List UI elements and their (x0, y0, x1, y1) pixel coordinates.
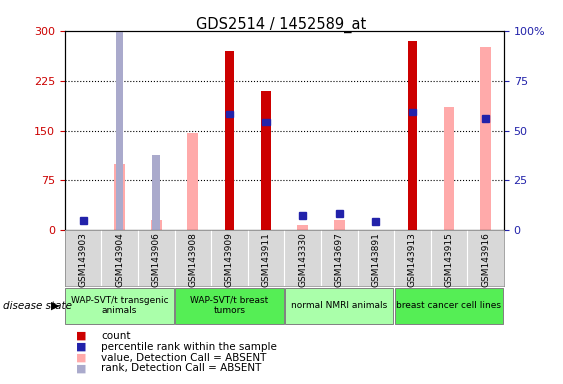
Bar (334, 220, 345, 230)
Text: GSM143908: GSM143908 (189, 232, 197, 287)
Text: GSM143904: GSM143904 (115, 232, 124, 287)
Text: ▶: ▶ (51, 301, 60, 311)
Text: GSM143913: GSM143913 (408, 232, 417, 287)
Text: count: count (101, 331, 131, 341)
FancyBboxPatch shape (285, 288, 394, 324)
Bar (372, 218, 379, 225)
Text: GDS2514 / 1452589_at: GDS2514 / 1452589_at (196, 17, 367, 33)
Bar (409, 109, 416, 115)
FancyBboxPatch shape (175, 288, 284, 324)
Text: GSM143911: GSM143911 (262, 232, 270, 287)
Bar (79, 217, 87, 224)
Text: WAP-SVT/t transgenic
animals: WAP-SVT/t transgenic animals (71, 296, 168, 315)
Text: ■: ■ (76, 363, 87, 373)
Text: GSM143915: GSM143915 (445, 232, 453, 287)
Bar (153, 154, 160, 230)
Bar (226, 111, 233, 117)
Bar (299, 212, 306, 219)
Text: disease state: disease state (3, 301, 72, 311)
Bar (336, 210, 343, 217)
Text: GSM143891: GSM143891 (372, 232, 380, 287)
Bar (151, 220, 162, 230)
Bar (480, 47, 491, 230)
Text: value, Detection Call = ABSENT: value, Detection Call = ABSENT (101, 353, 267, 362)
Bar (225, 51, 234, 230)
Text: GSM143903: GSM143903 (79, 232, 87, 287)
Text: rank, Detection Call = ABSENT: rank, Detection Call = ABSENT (101, 363, 262, 373)
Text: breast cancer cell lines: breast cancer cell lines (396, 301, 502, 310)
Bar (114, 164, 125, 230)
Text: ■: ■ (76, 353, 87, 362)
Bar (482, 115, 489, 122)
Text: ■: ■ (76, 331, 87, 341)
Text: WAP-SVT/t breast
tumors: WAP-SVT/t breast tumors (190, 296, 269, 315)
Bar (261, 91, 271, 230)
FancyBboxPatch shape (395, 288, 503, 324)
Bar (408, 41, 417, 230)
Bar (116, 0, 123, 230)
Text: GSM143909: GSM143909 (225, 232, 234, 287)
Bar (187, 132, 198, 230)
Text: normal NMRI animals: normal NMRI animals (291, 301, 387, 310)
Text: GSM143906: GSM143906 (152, 232, 160, 287)
Text: GSM143697: GSM143697 (335, 232, 343, 287)
Text: percentile rank within the sample: percentile rank within the sample (101, 342, 277, 352)
Text: ■: ■ (76, 342, 87, 352)
Bar (262, 119, 270, 125)
Bar (297, 225, 308, 230)
Bar (444, 107, 454, 230)
Text: GSM143916: GSM143916 (481, 232, 490, 287)
Text: GSM143330: GSM143330 (298, 232, 307, 287)
FancyBboxPatch shape (65, 288, 174, 324)
